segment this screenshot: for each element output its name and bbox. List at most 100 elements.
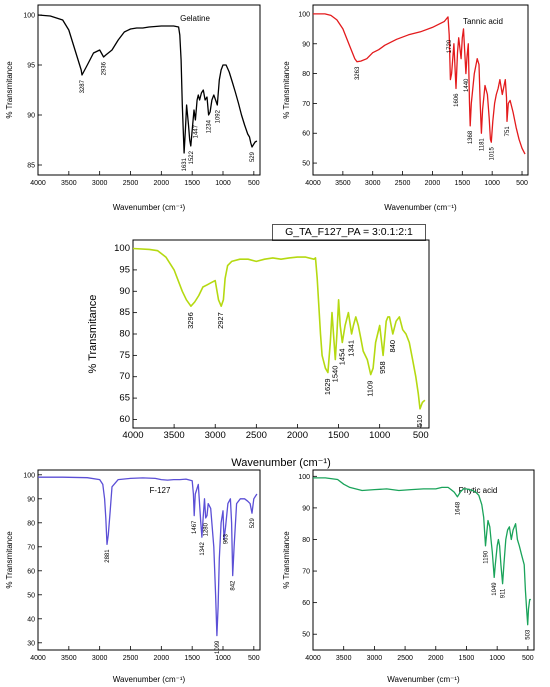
- x-tick-label: 2000: [287, 430, 308, 441]
- y-axis-label: % Transmitance: [5, 61, 14, 119]
- peak-label: 1368: [468, 130, 474, 144]
- y-tick-label: 40: [27, 616, 35, 623]
- y-tick-label: 80: [27, 520, 35, 527]
- x-tick-label: 1000: [369, 430, 390, 441]
- peak-label: 1234: [207, 119, 213, 133]
- peak-label: 1629: [323, 378, 332, 395]
- x-tick-label: 3000: [92, 180, 108, 187]
- plot-frame: [312, 4, 529, 176]
- plot-frame: [312, 469, 535, 651]
- peak-label: 1190: [484, 550, 490, 564]
- x-axis-label: Wavenumber (cm⁻¹): [113, 675, 186, 684]
- x-tick-label: 1500: [184, 655, 200, 662]
- chart-title: Gelatine: [180, 14, 210, 23]
- y-tick-label: 100: [298, 11, 310, 18]
- y-tick-label: 30: [27, 640, 35, 647]
- y-tick-label: 60: [302, 600, 310, 607]
- peak-label: 1092: [215, 109, 221, 123]
- y-tick-label: 75: [119, 350, 130, 361]
- peak-label: 1720: [447, 39, 453, 53]
- y-axis-label: % Transmitance: [5, 531, 14, 589]
- peak-label: 503: [526, 629, 532, 640]
- y-tick-label: 100: [114, 243, 130, 254]
- x-tick-label: 2500: [395, 180, 411, 187]
- spectrum-line: [38, 476, 258, 637]
- x-axis-label: Wavenumber (cm⁻¹): [387, 675, 460, 684]
- x-tick-label: 3000: [367, 655, 383, 662]
- x-tick-label: 3500: [61, 655, 77, 662]
- y-tick-label: 80: [302, 71, 310, 78]
- peak-label: 1540: [330, 366, 339, 383]
- y-tick-label: 90: [27, 113, 35, 120]
- y-tick-label: 50: [302, 632, 310, 639]
- peak-label: 751: [505, 126, 511, 137]
- y-axis-label: % Transmitance: [87, 295, 99, 374]
- y-tick-label: 100: [298, 474, 310, 481]
- peak-label: 911: [501, 588, 507, 598]
- peak-label: 1109: [366, 381, 375, 397]
- y-tick-label: 100: [23, 13, 35, 20]
- y-tick-label: 70: [119, 371, 130, 382]
- x-tick-label: 1500: [328, 430, 349, 441]
- plot-frame: [37, 469, 261, 651]
- x-axis-label: Wavenumber (cm⁻¹): [231, 457, 331, 469]
- peak-label: 842: [231, 580, 237, 591]
- x-axis-label: Wavenumber (cm⁻¹): [384, 203, 457, 212]
- peak-label: 1099: [215, 640, 221, 654]
- x-tick-label: 2500: [397, 655, 413, 662]
- chart-title: Tannic acid: [463, 17, 503, 26]
- peak-label: 510: [415, 415, 424, 428]
- x-tick-label: 1000: [484, 180, 500, 187]
- x-tick-label: 1000: [215, 180, 231, 187]
- spectrum-line: [313, 13, 526, 155]
- x-tick-label: 4000: [305, 180, 321, 187]
- x-tick-label: 3500: [336, 655, 352, 662]
- x-tick-label: 3000: [205, 430, 226, 441]
- peak-label: 1467: [192, 520, 198, 534]
- y-tick-label: 100: [23, 472, 35, 479]
- peak-label: 529: [250, 518, 256, 529]
- y-tick-label: 50: [302, 161, 310, 168]
- y-tick-label: 70: [302, 569, 310, 576]
- x-tick-label: 500: [248, 655, 260, 662]
- x-tick-label: 3000: [365, 180, 381, 187]
- x-tick-label: 1500: [459, 655, 475, 662]
- peak-label: 1606: [454, 93, 460, 107]
- plot-frame: [37, 4, 261, 176]
- peak-label: 1631: [182, 157, 188, 171]
- peak-label: 1447: [193, 124, 199, 138]
- peak-label: 2881: [105, 549, 111, 563]
- peak-label: 1049: [492, 582, 498, 596]
- y-tick-label: 80: [302, 537, 310, 544]
- peak-label: 2936: [102, 61, 108, 75]
- x-tick-label: 4000: [305, 655, 321, 662]
- y-tick-label: 95: [27, 63, 35, 70]
- y-tick-label: 60: [302, 131, 310, 138]
- chart-title: F-127: [150, 486, 171, 495]
- x-tick-label: 500: [413, 430, 429, 441]
- peak-label: 3263: [355, 66, 361, 80]
- peak-label: 963: [223, 534, 229, 545]
- peak-label: 1454: [337, 349, 346, 366]
- peak-label: 3296: [186, 312, 195, 329]
- peak-label: 529: [250, 151, 256, 162]
- x-tick-label: 2000: [428, 655, 444, 662]
- peak-label: 958: [378, 361, 387, 374]
- x-tick-label: 500: [516, 180, 528, 187]
- peak-label: 1648: [455, 501, 461, 515]
- peak-label: 1280: [204, 522, 210, 536]
- peak-label: 1342: [200, 542, 206, 556]
- y-axis-label: % Transmitance: [282, 531, 291, 589]
- x-tick-label: 1000: [489, 655, 505, 662]
- x-tick-label: 3500: [164, 430, 185, 441]
- peak-label: 2927: [216, 312, 225, 329]
- x-tick-label: 3500: [61, 180, 77, 187]
- spectrum-line: [37, 14, 258, 154]
- x-tick-label: 4000: [30, 655, 46, 662]
- x-tick-label: 3500: [335, 180, 351, 187]
- x-axis-label: Wavenumber (cm⁻¹): [113, 203, 186, 212]
- chart-tannic-acid: 4000 3500 3000 2500 2000 1500 1000 500 50 60 70 80 9…: [282, 4, 529, 212]
- x-tick-label: 2500: [246, 430, 267, 441]
- x-tick-label: 2500: [123, 655, 139, 662]
- peak-label: 1341: [347, 340, 356, 357]
